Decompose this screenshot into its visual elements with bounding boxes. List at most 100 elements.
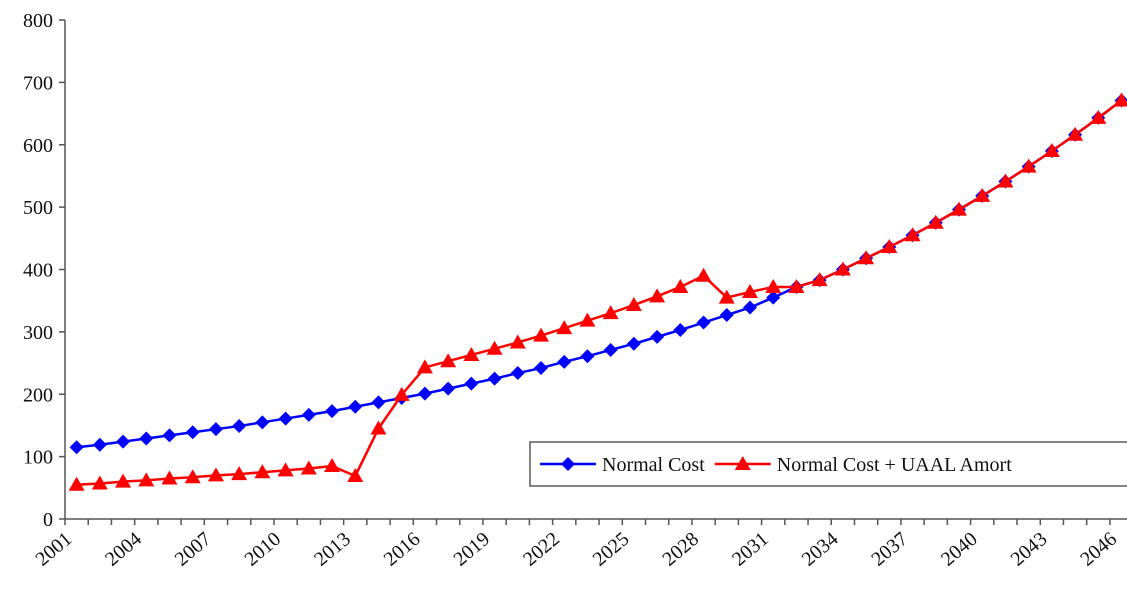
diamond-marker [92,437,107,452]
diamond-marker [603,342,618,357]
triangle-marker [579,312,596,327]
triangle-marker [440,353,457,368]
x-tick-label: 2031 [728,528,773,571]
x-tick-label: 2025 [589,528,634,571]
diamond-marker [208,422,223,437]
triangle-marker [649,288,666,303]
x-tick-label: 2010 [240,528,285,571]
triangle-marker [834,261,851,276]
legend-label: Normal Cost [602,454,705,476]
triangle-marker [695,267,712,282]
diamond-marker [139,431,154,446]
y-tick-label: 300 [23,322,53,344]
diamond-marker [116,434,131,449]
triangle-marker [734,456,751,470]
y-tick-label: 800 [23,10,53,32]
triangle-marker [533,327,550,342]
diamond-marker [162,428,177,443]
legend-label: Normal Cost + UAAL Amort [777,454,1012,476]
triangle-marker [161,470,178,485]
triangle-marker [91,475,108,490]
diamond-marker [557,354,572,369]
triangle-marker [718,289,735,304]
triangle-marker [509,334,526,349]
diamond-marker [348,399,363,414]
triangle-marker [556,320,573,335]
triangle-marker [765,278,782,293]
triangle-marker [1043,142,1060,157]
x-tick-label: 2019 [449,528,494,571]
triangle-marker [254,464,271,479]
triangle-marker [625,297,642,312]
x-tick-label: 2007 [171,528,216,571]
triangle-marker [393,386,410,401]
y-tick-label: 500 [23,197,53,219]
diamond-marker [580,349,595,364]
triangle-marker [788,278,805,293]
x-tick-label: 2022 [519,528,564,571]
y-tick-label: 200 [23,384,53,406]
triangle-marker [950,201,967,216]
triangle-marker [672,278,689,293]
diamond-marker [255,415,270,430]
triangle-marker [1067,126,1084,141]
diamond-marker [301,407,316,422]
triangle-marker [347,467,364,482]
triangle-marker [1020,158,1037,173]
x-tick-label: 2040 [937,528,982,571]
triangle-marker [904,227,921,242]
triangle-marker [68,476,85,491]
diamond-marker [626,336,641,351]
diamond-marker [325,404,340,419]
triangle-marker [184,469,201,484]
diamond-marker [487,371,502,386]
triangle-marker [811,272,828,287]
triangle-marker [486,340,503,355]
triangle-marker [300,460,317,475]
diamond-marker [719,308,734,323]
triangle-marker [602,305,619,320]
triangle-marker [463,346,480,361]
diamond-marker [766,290,781,305]
diamond-marker [232,419,247,434]
diamond-marker [185,425,200,440]
diamond-marker [441,381,456,396]
diamond-marker [371,395,386,410]
triangle-marker [1113,92,1127,107]
diamond-marker [673,323,688,338]
triangle-marker [138,472,155,487]
y-tick-label: 600 [23,135,53,157]
legend-box [529,441,1127,487]
triangle-marker [324,457,341,472]
diamond-marker [742,300,757,315]
triangle-marker [858,250,875,265]
triangle-marker [881,239,898,254]
y-tick-label: 100 [23,447,53,469]
x-tick-label: 2037 [867,528,912,571]
triangle-marker [115,473,132,488]
y-tick-label: 700 [23,72,53,94]
triangle-marker [741,283,758,298]
triangle-marker [277,462,294,477]
y-tick-label: 0 [43,509,53,531]
x-tick-label: 2046 [1076,528,1121,571]
diamond-marker [650,329,665,344]
diamond-marker [534,361,549,376]
x-tick-label: 2034 [798,528,843,571]
legend: Normal Cost Normal Cost + UAAL Amort [529,441,1127,487]
diamond-marker [278,411,293,426]
diamond-marker [69,440,84,455]
series-line [76,99,1123,449]
triangle-marker [927,214,944,229]
x-tick-label: 2016 [380,528,425,571]
triangle-marker [207,467,224,482]
diamond-marker [561,457,575,471]
diamond-marker [464,376,479,391]
triangle-marker [1090,109,1107,124]
triangle-marker [416,359,433,374]
diamond-marker [696,315,711,330]
x-tick-label: 2028 [658,528,703,571]
y-tick-label: 400 [23,260,53,282]
triangle-marker [370,420,387,435]
